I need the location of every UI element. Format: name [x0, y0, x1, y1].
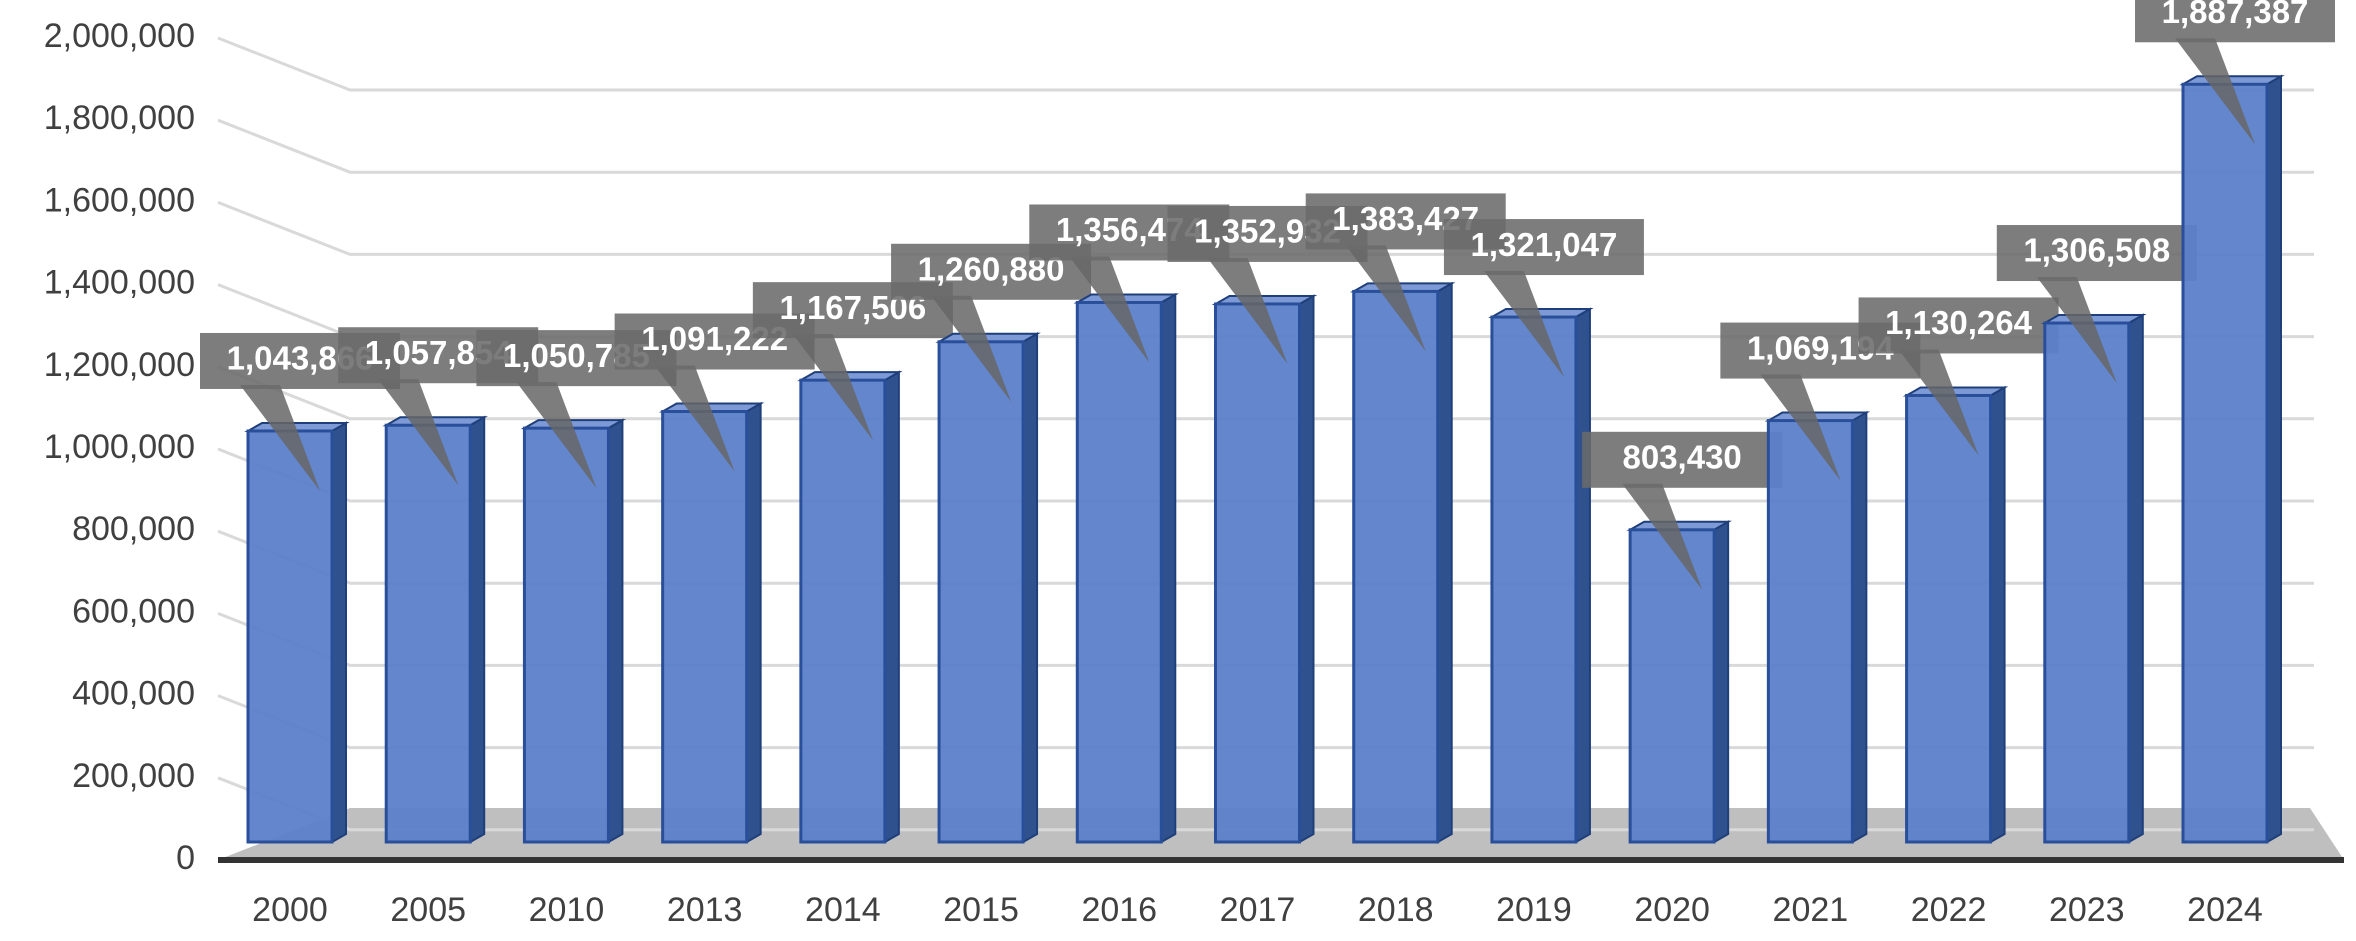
bar — [1628, 528, 1716, 844]
bar — [1490, 315, 1578, 844]
label-pointer — [2036, 277, 2117, 384]
label-box — [1582, 431, 1783, 488]
label-box — [2135, 0, 2335, 43]
bar-side — [1022, 332, 1039, 844]
y-tick-label: 600,000 — [72, 592, 195, 630]
data-label: 1,130,264 — [1885, 304, 2032, 341]
y-tick-label: 800,000 — [72, 510, 195, 548]
x-tick-label: 2013 — [667, 891, 743, 929]
bar — [799, 378, 887, 844]
bar — [2043, 321, 2131, 844]
label-pointer — [1898, 349, 1979, 456]
bar — [1075, 300, 1163, 844]
y-tick-label: 0 — [176, 839, 195, 877]
label-pointer — [1345, 245, 1426, 352]
data-label: 1,306,508 — [2023, 232, 2170, 269]
bar-side — [331, 421, 347, 844]
y-tick-label: 1,000,000 — [44, 428, 195, 466]
bar — [384, 423, 472, 844]
x-tick-label: 2021 — [1773, 891, 1849, 929]
x-tick-label: 2017 — [1220, 891, 1296, 929]
label-pointer — [378, 379, 459, 486]
bar-side — [607, 418, 624, 844]
bar-side — [1298, 294, 1315, 844]
data-label: 803,430 — [1622, 439, 1741, 476]
label-pointer — [1622, 483, 1703, 590]
label-pointer — [792, 334, 873, 441]
label-pointer — [1069, 256, 1150, 363]
bar — [937, 340, 1025, 844]
label-box — [1996, 225, 2197, 282]
x-tick-label: 2010 — [529, 891, 605, 929]
label-pointer — [1760, 374, 1841, 481]
x-tick-label: 2014 — [805, 891, 881, 929]
y-tick-label: 200,000 — [72, 757, 195, 795]
bar — [522, 426, 610, 844]
bar-side — [745, 401, 762, 844]
bar-side — [2127, 313, 2144, 844]
label-box — [1858, 297, 2059, 354]
bar — [1766, 419, 1854, 844]
label-pointer — [931, 295, 1012, 402]
bar-side — [1574, 307, 1591, 844]
data-label: 1,887,387 — [2162, 0, 2309, 30]
bar-side — [1989, 385, 2006, 844]
bar — [1352, 289, 1440, 844]
x-tick-label: 2000 — [252, 891, 328, 929]
bar-side — [1436, 281, 1453, 844]
data-label: 1,321,047 — [1471, 226, 1618, 263]
x-tick-label: 2018 — [1358, 891, 1434, 929]
x-tick-label: 2015 — [943, 891, 1019, 929]
bar — [1214, 302, 1301, 844]
y-tick-label: 1,600,000 — [44, 181, 195, 219]
bar-side — [883, 370, 900, 844]
bar-side — [1713, 520, 1730, 844]
label-pointer — [1483, 271, 1564, 378]
label-pointer — [240, 384, 320, 491]
y-tick-label: 1,200,000 — [44, 346, 195, 384]
x-tick-label: 2022 — [1911, 891, 1987, 929]
grid-line — [217, 118, 2314, 174]
bar-side — [2266, 74, 2282, 844]
bar — [246, 429, 334, 844]
y-tick-label: 1,800,000 — [44, 99, 195, 137]
bar — [1905, 393, 1993, 844]
grid-line — [217, 36, 2314, 92]
x-tick-label: 2005 — [390, 891, 466, 929]
label-pointer — [516, 382, 597, 489]
label-pointer — [2175, 38, 2255, 145]
x-tick-label: 2016 — [1081, 891, 1157, 929]
bar-side — [469, 415, 486, 844]
y-tick-label: 1,400,000 — [44, 264, 195, 302]
bar — [2181, 82, 2269, 844]
y-tick-label: 2,000,000 — [44, 17, 195, 55]
label-pointer — [1207, 257, 1288, 364]
bar-side — [1851, 410, 1868, 844]
x-tick-label: 2024 — [2187, 891, 2263, 929]
y-tick-label: 400,000 — [72, 675, 195, 713]
label-box — [1443, 219, 1644, 276]
x-tick-label: 2020 — [1634, 891, 1710, 929]
grid-line — [217, 201, 2314, 256]
bar-side — [1160, 292, 1177, 844]
bar — [661, 410, 749, 844]
label-pointer — [654, 365, 735, 472]
x-tick-label: 2019 — [1496, 891, 1572, 929]
x-tick-label: 2023 — [2049, 891, 2125, 929]
